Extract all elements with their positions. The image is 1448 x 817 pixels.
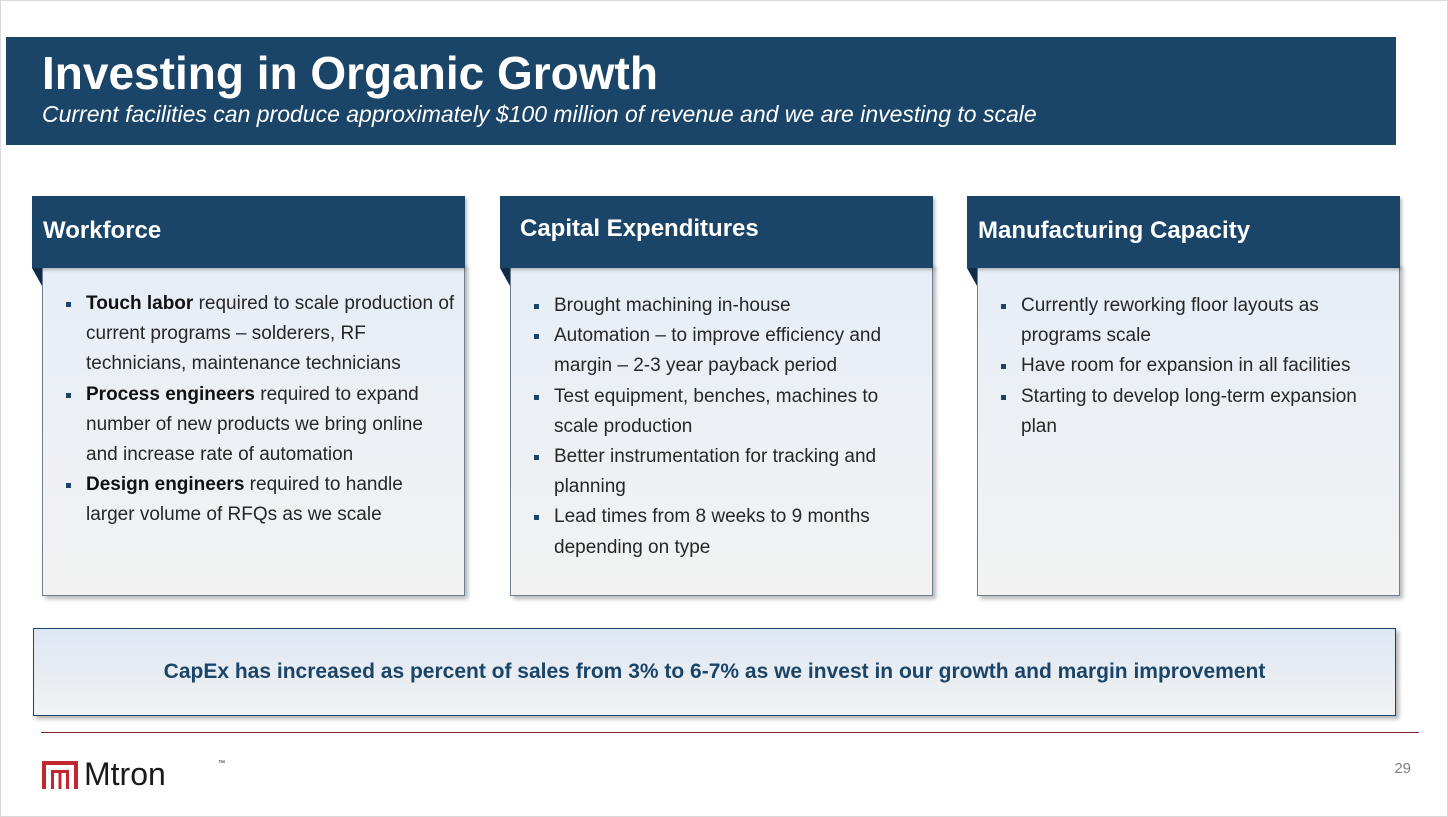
mtron-logo-mark-icon <box>42 761 78 789</box>
card-header: Manufacturing Capacity <box>967 196 1400 268</box>
page-number: 29 <box>1394 760 1411 777</box>
bullet-list: Touch labor required to scale production… <box>64 289 456 531</box>
bullet-item: Have room for expansion in all facilitie… <box>999 351 1391 381</box>
bullet-emphasis: Touch labor <box>86 293 194 314</box>
bullet-item: Touch labor required to scale production… <box>64 289 456 380</box>
logo-wordmark: Mtron <box>84 756 166 792</box>
card-capital-expenditures: Capital Expenditures Brought machining i… <box>500 196 933 596</box>
bullet-text: Brought machining in-house <box>554 295 791 316</box>
bullet-emphasis: Design engineers <box>86 474 245 496</box>
card-title: Manufacturing Capacity <box>978 217 1251 244</box>
bullet-text: Automation – to improve efficiency and m… <box>554 325 882 377</box>
card-body <box>42 264 465 596</box>
card-title: Capital Expenditures <box>520 215 759 242</box>
capex-callout: CapEx has increased as percent of sales … <box>33 628 1396 716</box>
card-tab-fold <box>967 268 977 286</box>
bullet-item: Automation – to improve efficiency and m… <box>532 321 924 381</box>
bullet-text: Test equipment, benches, machines to sca… <box>554 385 879 437</box>
card-workforce: Workforce Touch labor required to scale … <box>32 196 465 596</box>
bullet-list: Currently reworking floor layouts as pro… <box>999 291 1391 442</box>
bullet-item: Brought machining in-house <box>532 291 924 321</box>
footer-divider <box>41 732 1419 733</box>
bullet-item: Starting to develop long-term expansion … <box>999 382 1391 442</box>
bullet-list: Brought machining in-house Automation – … <box>532 291 924 563</box>
bullet-emphasis: Process engineers <box>86 383 255 405</box>
card-title: Workforce <box>43 217 162 244</box>
card-body <box>510 264 933 596</box>
title-banner: Investing in Organic Growth Current faci… <box>6 37 1396 145</box>
bullet-item: Design engineers required to handle larg… <box>64 470 456 530</box>
bullet-text: required to handle larger volume of RFQs… <box>86 474 403 526</box>
bullet-text: Currently reworking floor layouts as pro… <box>1021 295 1319 347</box>
bullet-item: Lead times from 8 weeks to 9 months depe… <box>532 502 924 562</box>
card-header: Workforce <box>32 196 465 268</box>
bullet-text: Have room for expansion in all facilitie… <box>1021 355 1351 377</box>
card-body <box>977 264 1400 596</box>
bullet-text: required to expand number of new product… <box>86 383 423 466</box>
bullet-item: Test equipment, benches, machines to sca… <box>532 382 924 442</box>
card-header: Capital Expenditures <box>500 196 933 268</box>
logo-trademark: ™ <box>218 760 225 767</box>
page-title: Investing in Organic Growth <box>42 47 658 99</box>
card-tab-fold <box>500 268 510 286</box>
callout-text: CapEx has increased as percent of sales … <box>163 660 1266 683</box>
bullet-text: required to scale production of current … <box>86 293 455 375</box>
bullet-item: Better instrumentation for tracking and … <box>532 442 924 502</box>
bullet-text: Better instrumentation for tracking and … <box>554 446 877 498</box>
bullet-text: Starting to develop long-term expansion … <box>1021 385 1357 437</box>
bullet-item: Currently reworking floor layouts as pro… <box>999 291 1391 351</box>
page-subtitle: Current facilities can produce approxima… <box>42 101 1037 127</box>
bullet-item: Process engineers required to expand num… <box>64 380 456 471</box>
bullet-text: Lead times from 8 weeks to 9 months depe… <box>554 506 870 558</box>
card-manufacturing-capacity: Manufacturing Capacity Currently reworki… <box>967 196 1400 596</box>
card-tab-fold <box>32 268 42 286</box>
